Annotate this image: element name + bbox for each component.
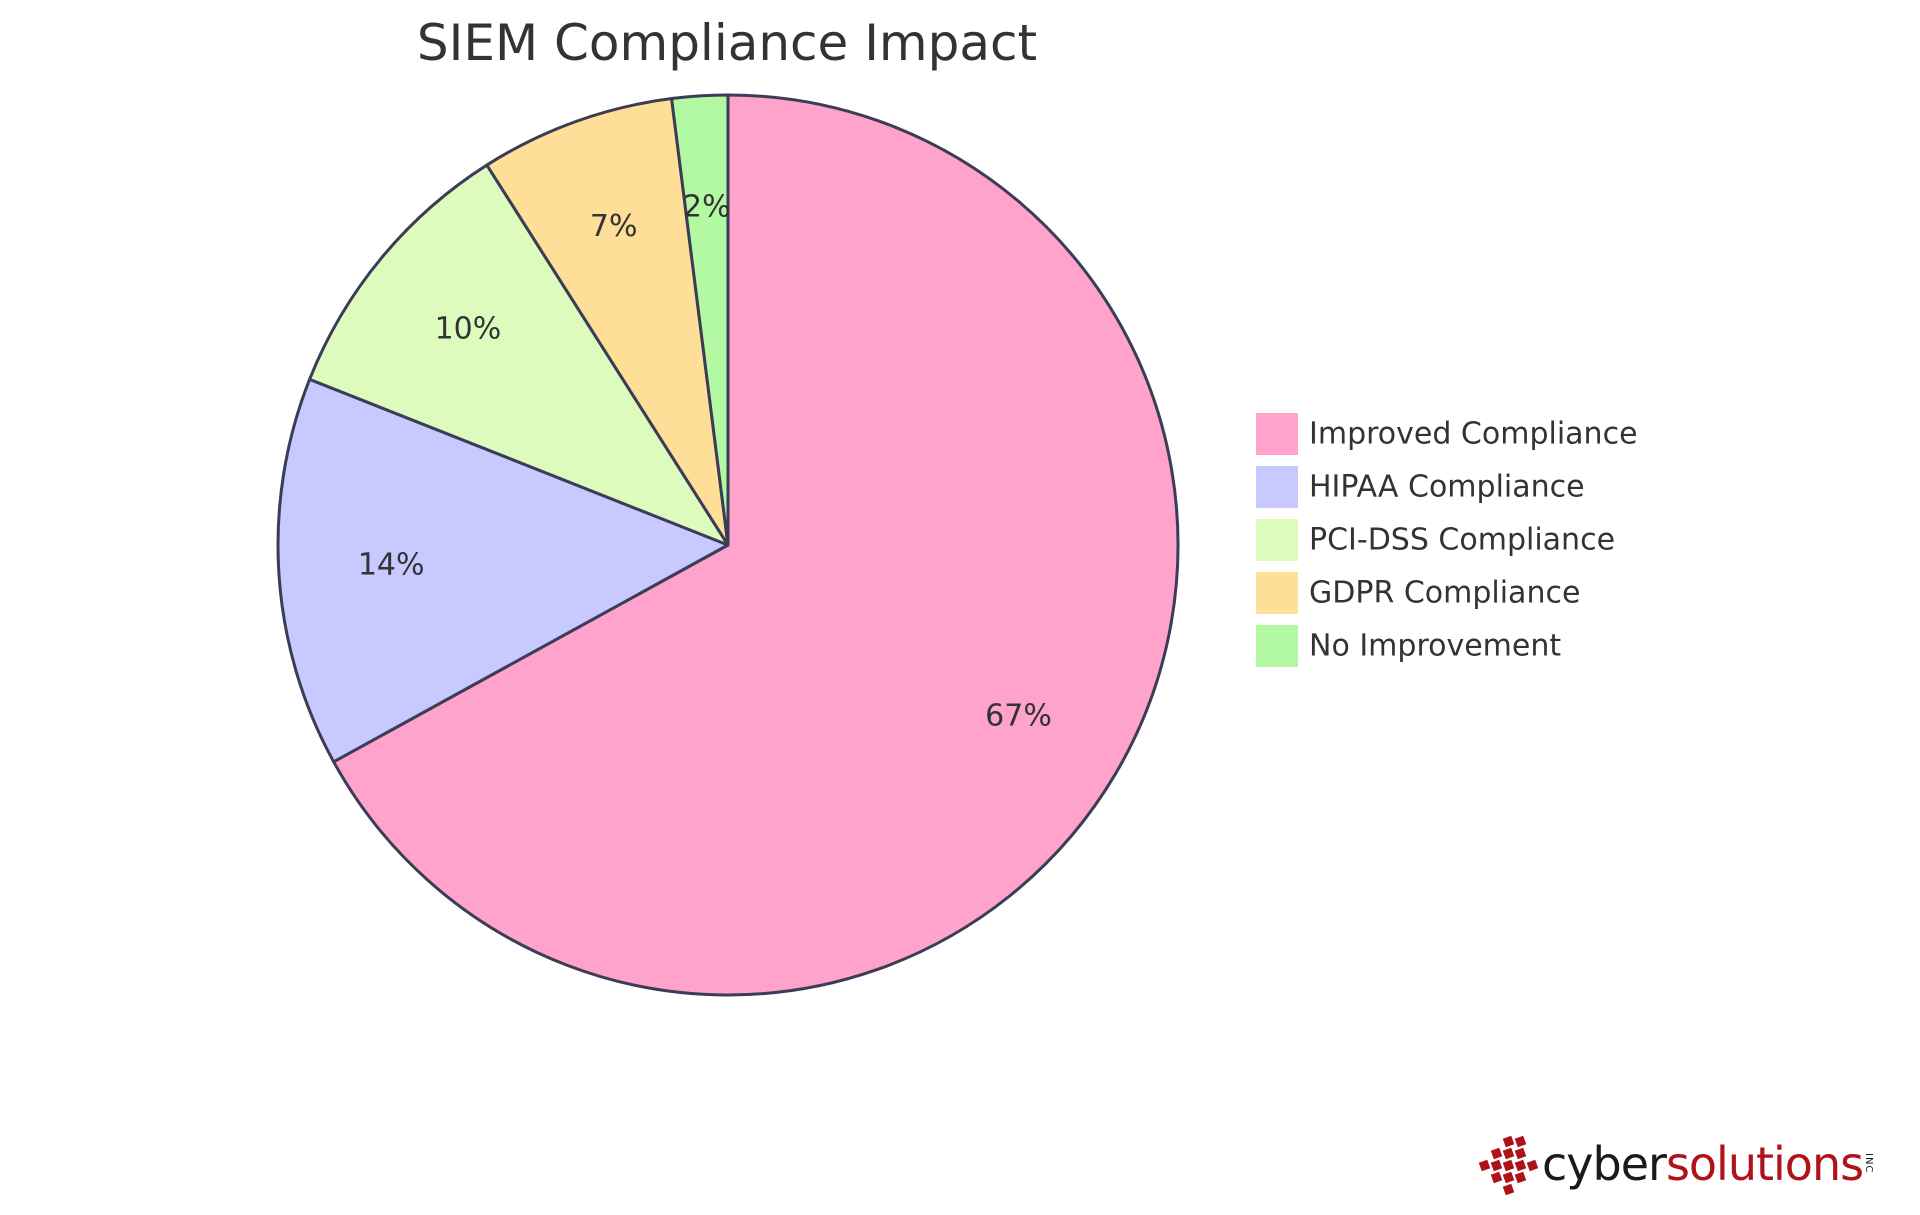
logo-wordmark: cybersolutions bbox=[1542, 1137, 1864, 1191]
pie-slice-hipaa-compliance bbox=[276, 377, 730, 764]
logo-square bbox=[1502, 1171, 1515, 1184]
legend-label-pci-dss-compliance: PCI-DSS Compliance bbox=[1309, 523, 1615, 558]
logo-square bbox=[1514, 1159, 1527, 1172]
logo-square bbox=[1502, 1147, 1515, 1160]
pie-slice-gdpr-compliance bbox=[485, 97, 730, 547]
logo-square bbox=[1490, 1159, 1503, 1172]
pie-slice-label-gdpr-compliance: 7% bbox=[590, 209, 638, 244]
pie-slice-labels: 67% 14% 10% 7% 2% bbox=[358, 190, 1052, 734]
logo-text-solutions: solutions bbox=[1665, 1137, 1864, 1191]
legend-swatch-no-improvement bbox=[1254, 623, 1300, 669]
legend-swatch-hipaa-compliance bbox=[1254, 464, 1300, 510]
legend-label-hipaa-compliance: HIPAA Compliance bbox=[1309, 470, 1585, 505]
legend-swatch-pci-dss-compliance bbox=[1254, 517, 1300, 563]
cybersolutions-logo: cybersolutions INC bbox=[1470, 1135, 1890, 1205]
legend: Improved Compliance HIPAA Compliance PCI-D… bbox=[1254, 411, 1638, 669]
legend-label-improved-compliance: Improved Compliance bbox=[1309, 417, 1638, 452]
pie-slices bbox=[276, 93, 1180, 997]
logo-square bbox=[1502, 1135, 1515, 1148]
logo-square bbox=[1514, 1135, 1527, 1148]
chart-title: SIEM Compliance Impact bbox=[417, 14, 1037, 72]
legend-label-gdpr-compliance: GDPR Compliance bbox=[1309, 576, 1580, 611]
pie-slice-label-no-improvement: 2% bbox=[683, 190, 731, 225]
logo-square bbox=[1478, 1159, 1491, 1172]
logo-square bbox=[1526, 1159, 1539, 1172]
legend-label-no-improvement: No Improvement bbox=[1309, 629, 1561, 664]
pie-slice-improved-compliance bbox=[332, 93, 1180, 997]
logo-text-inc: INC bbox=[1863, 1153, 1874, 1174]
logo-square bbox=[1490, 1171, 1503, 1184]
logo-square bbox=[1502, 1183, 1515, 1196]
logo-squares-icon bbox=[1478, 1135, 1539, 1196]
pie-slice-label-hipaa-compliance: 14% bbox=[358, 548, 425, 583]
logo-square bbox=[1502, 1159, 1515, 1172]
logo-text-cyber: cyber bbox=[1542, 1137, 1667, 1191]
legend-swatch-gdpr-compliance bbox=[1254, 570, 1300, 616]
logo-square bbox=[1490, 1147, 1503, 1160]
legend-swatch-improved-compliance bbox=[1254, 411, 1300, 457]
pie-slice-pci-dss-compliance bbox=[308, 163, 730, 547]
logo-square bbox=[1514, 1171, 1527, 1184]
pie-slice-no-improvement bbox=[670, 93, 730, 547]
pie-slice-label-improved-compliance: 67% bbox=[985, 698, 1052, 733]
pie-slice-label-pci-dss-compliance: 10% bbox=[435, 311, 502, 346]
logo-square bbox=[1514, 1147, 1527, 1160]
